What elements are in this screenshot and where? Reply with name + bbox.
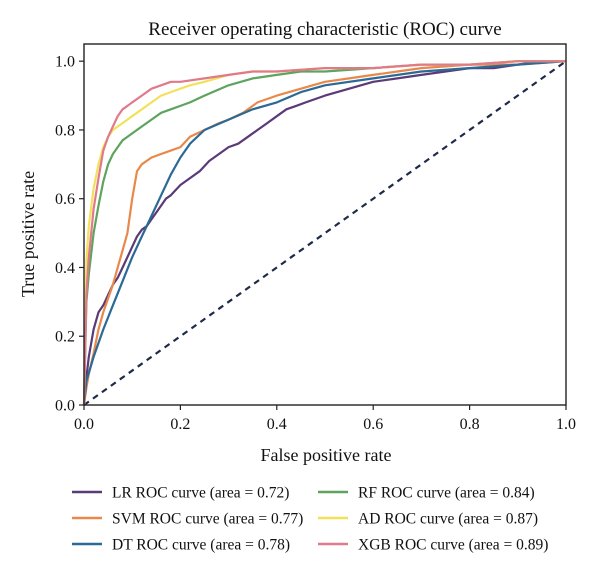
legend-label-4: AD ROC curve (area = 0.87) [358, 511, 538, 528]
y-tick-label: 0.2 [55, 329, 75, 346]
chart-title: Receiver operating characteristic (ROC) … [148, 19, 501, 40]
x-tick-label: 0.4 [267, 416, 287, 433]
series-layer [82, 60, 567, 406]
y-tick-label: 0.4 [55, 260, 75, 277]
y-axis-label: True positive rate [18, 171, 38, 297]
x-tick-label: 0.2 [170, 416, 190, 433]
legend-label-3: RF ROC curve (area = 0.84) [358, 485, 535, 502]
x-tick-label: 0.8 [460, 416, 480, 433]
plot-frame [83, 43, 567, 406]
reference-diagonal-line [83, 60, 567, 406]
y-tick-label: 0.8 [55, 122, 75, 139]
x-axis-label: False positive rate [261, 445, 392, 465]
series-line-2 [82, 60, 567, 406]
y-tick-label: 1.0 [55, 54, 75, 71]
legend-label-0: LR ROC curve (area = 0.72) [112, 485, 289, 502]
reference-line-layer [83, 60, 567, 406]
x-tick-label: 0.0 [74, 416, 94, 433]
x-tick-label: 1.0 [556, 416, 576, 433]
series-line-5 [82, 60, 566, 406]
y-axis-ticks: 0.0 0.2 0.4 0.6 0.8 1.0 [55, 54, 84, 415]
series-line-3 [82, 60, 566, 406]
legend: LR ROC curve (area = 0.72) SVM ROC curve … [72, 485, 548, 554]
legend-label-2: DT ROC curve (area = 0.78) [112, 537, 290, 554]
x-tick-label: 0.6 [363, 416, 383, 433]
y-tick-label: 0.6 [55, 191, 75, 208]
x-axis-ticks: 0.0 0.2 0.4 0.6 0.8 1.0 [74, 405, 576, 433]
legend-label-5: XGB ROC curve (area = 0.89) [358, 537, 548, 554]
y-tick-label: 0.0 [55, 398, 75, 415]
legend-label-1: SVM ROC curve (area = 0.77) [112, 511, 303, 528]
series-line-1 [82, 60, 567, 406]
plot-area [82, 43, 567, 406]
